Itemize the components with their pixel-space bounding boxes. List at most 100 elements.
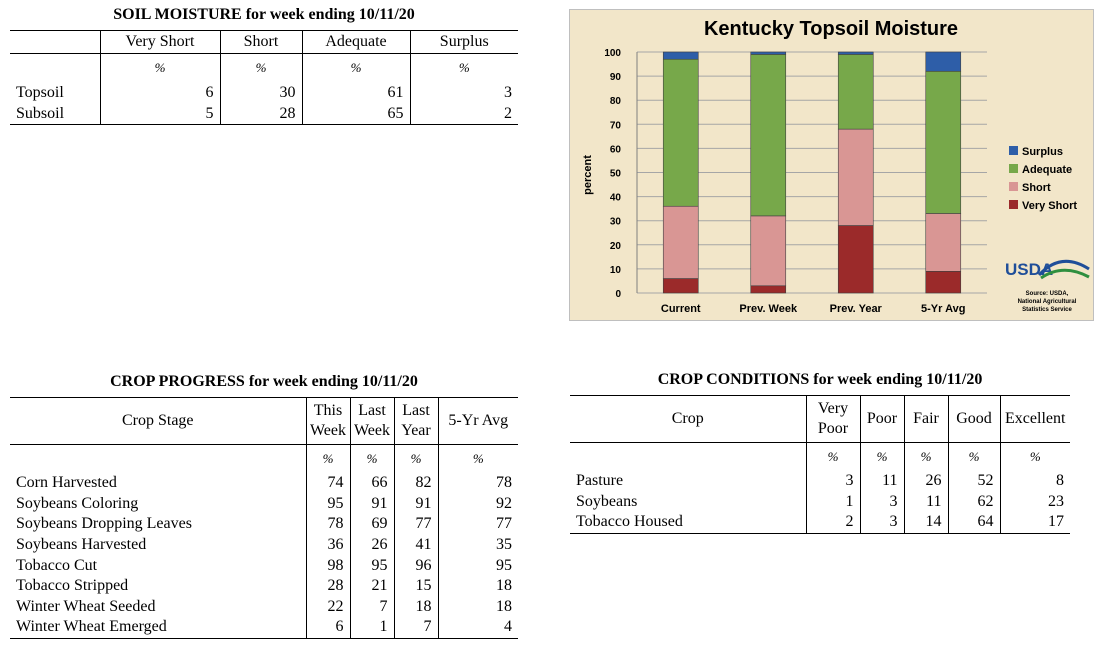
x-tick-label: Prev. Week <box>739 303 798 315</box>
soil-moisture-title: SOIL MOISTURE for week ending 10/11/20 <box>113 6 415 23</box>
row-label: Tobacco Housed <box>570 512 806 534</box>
table-cell: 6 <box>99 82 220 103</box>
unit-cell <box>10 54 100 83</box>
unit-cell: % <box>99 53 220 82</box>
unit-cell: % <box>437 444 518 473</box>
table-cell: 92 <box>437 493 518 515</box>
table-row: Tobacco Cut 98 95 96 95 <box>10 555 518 576</box>
table-cell: 52 <box>947 471 1000 492</box>
table-row: Winter Wheat Emerged 6 1 7 4 <box>10 617 518 639</box>
x-tick-label: Current <box>661 303 701 315</box>
table-cell: 30 <box>219 82 302 103</box>
bar-segment-short <box>925 213 962 272</box>
table-cell: 36 <box>305 534 350 556</box>
table-cell: 91 <box>349 493 394 515</box>
y-tick-label: 0 <box>615 289 621 300</box>
crop-progress-table: Crop Stage This Week Last Week Last Year… <box>10 397 518 639</box>
table-cell: 69 <box>349 514 394 535</box>
column-header: Poor <box>859 395 904 443</box>
x-tick-label: 5-Yr Avg <box>921 303 965 315</box>
legend-swatch <box>1009 164 1018 173</box>
table-cell: 18 <box>437 575 518 597</box>
bar-segment-very-short <box>837 225 874 294</box>
column-header: Good <box>947 395 1000 443</box>
source-text: Source: USDA, <box>1026 291 1069 297</box>
table-cell: 18 <box>393 596 438 618</box>
table-cell: 22 <box>305 596 350 618</box>
legend-swatch <box>1009 200 1018 209</box>
table-cell: 66 <box>349 473 394 494</box>
legend: Surplus Adequate Short Very Short <box>1009 146 1077 212</box>
table-row: Soybeans Dropping Leaves 78 69 77 77 <box>10 514 518 535</box>
table-cell: 96 <box>393 555 438 576</box>
table-cell: 1 <box>349 617 394 639</box>
bar-segment-adequate <box>750 54 787 217</box>
bar-segment-adequate <box>925 70 962 214</box>
unit-cell: % <box>859 442 904 471</box>
table-cell: 5 <box>99 103 220 125</box>
table-cell: 28 <box>305 575 350 597</box>
legend-label: Short <box>1022 182 1051 194</box>
unit-cell: % <box>393 444 438 473</box>
topsoil-moisture-chart: Kentucky Topsoil Moisture percent 0 10 20 3… <box>569 9 1094 321</box>
chart-title: Kentucky Topsoil Moisture <box>704 18 958 40</box>
table-row: Soybeans Harvested 36 26 41 35 <box>10 534 518 556</box>
table-cell: 1 <box>805 491 860 513</box>
table-row: Pasture 3 11 26 52 8 <box>570 471 1070 492</box>
unit-cell: % <box>409 53 518 82</box>
row-label: Subsoil <box>10 103 100 125</box>
table-cell: 61 <box>301 82 410 103</box>
legend-label: Surplus <box>1022 146 1063 158</box>
legend-label: Adequate <box>1022 164 1072 176</box>
source-text: Statistics Service <box>1022 307 1072 313</box>
table-cell: 11 <box>903 491 948 513</box>
table-cell: 6 <box>305 617 350 639</box>
bar-segment-surplus <box>662 51 699 60</box>
unit-cell: % <box>999 442 1070 471</box>
row-label: Pasture <box>576 472 624 490</box>
column-header: Last Week <box>349 397 394 445</box>
x-ticks: Current Prev. Week Prev. Year 5-Yr Avg <box>661 303 966 315</box>
row-label: Soybeans Coloring <box>16 494 139 512</box>
unit-cell: % <box>349 444 394 473</box>
y-axis-label: percent <box>582 155 594 195</box>
table-cell: 2 <box>805 512 860 534</box>
bar-segment-surplus <box>925 51 962 72</box>
bar-segment-short <box>662 205 699 279</box>
unit-cell: % <box>947 442 1000 471</box>
source-text: National Agricultural <box>1018 299 1077 305</box>
usda-logo-arc <box>1037 259 1090 277</box>
table-row: Tobacco Stripped 28 21 15 18 <box>10 575 518 597</box>
y-tick-label: 70 <box>610 120 622 131</box>
bar-segment-very-short <box>925 271 962 294</box>
usda-logo: USDA <box>1005 259 1090 280</box>
y-ticks: 0 10 20 30 40 50 60 70 80 90 100 <box>604 48 621 300</box>
crop-conditions-table: Crop Very Poor Poor Fair Good Excellent … <box>570 395 1070 534</box>
table-cell: 78 <box>305 514 350 535</box>
table-cell: 28 <box>219 103 302 125</box>
bar-segment-short <box>750 215 787 287</box>
bar-segment-adequate <box>662 58 699 207</box>
table-row: Subsoil 5 28 65 2 <box>10 103 518 125</box>
bars <box>662 51 962 294</box>
column-header: Short <box>219 30 302 54</box>
table-cell: 26 <box>903 471 948 492</box>
table-cell: 23 <box>999 491 1070 513</box>
legend-swatch <box>1009 182 1018 191</box>
column-header: Adequate <box>301 30 410 54</box>
table-cell: 15 <box>393 575 438 597</box>
y-tick-label: 30 <box>610 217 622 228</box>
table-cell: 3 <box>859 512 904 534</box>
table-cell: 65 <box>301 103 410 125</box>
table-cell: 3 <box>409 82 518 103</box>
table-cell: 4 <box>437 617 518 639</box>
row-label: Soybeans Dropping Leaves <box>16 515 192 533</box>
y-tick-label: 50 <box>610 169 622 180</box>
crop-progress-title: CROP PROGRESS for week ending 10/11/20 <box>110 373 418 390</box>
column-header: This Week <box>305 397 350 445</box>
unit-cell: % <box>805 442 860 471</box>
column-header: Last Year <box>393 397 438 445</box>
bar-segment-short <box>837 128 874 226</box>
bar-segment-adequate <box>837 54 874 130</box>
table-cell: 64 <box>947 512 1000 534</box>
